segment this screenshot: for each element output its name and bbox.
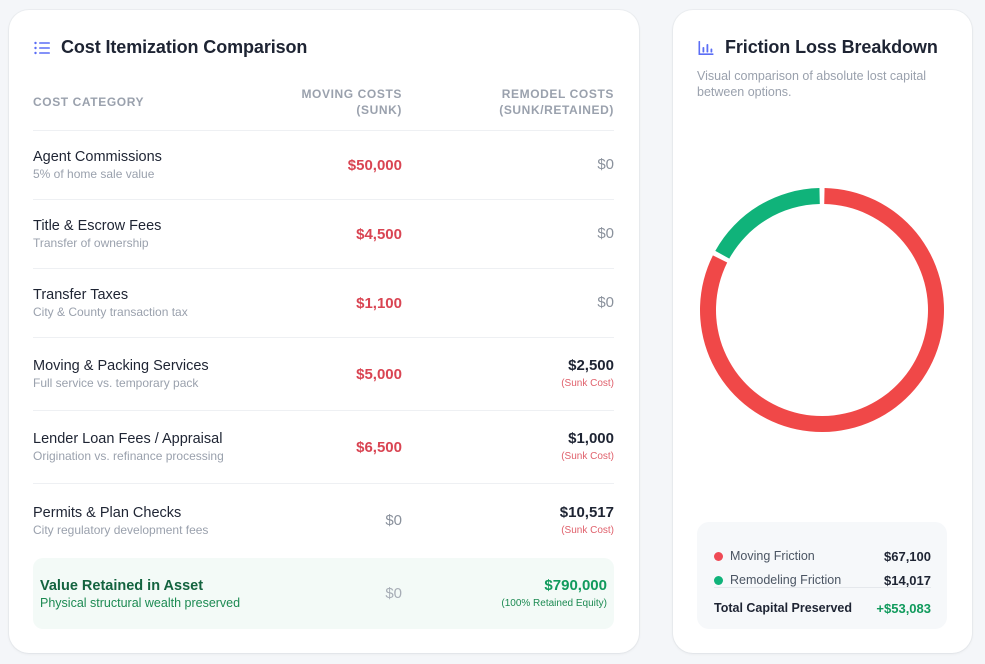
retained-moving-cost: $0 <box>385 585 402 602</box>
friction-loss-card: Friction Loss Breakdown Visual compariso… <box>673 10 972 653</box>
cost-itemization-header: Cost Itemization Comparison <box>33 37 307 58</box>
friction-donut-chart <box>700 188 944 432</box>
row-remodel-cost: $0 <box>597 294 614 311</box>
bar-chart-icon <box>697 39 715 57</box>
row-remodel-cost: $0 <box>597 156 614 173</box>
list-icon <box>33 39 51 57</box>
retained-category-sub: Physical structural wealth preserved <box>40 595 241 610</box>
row-remodel-note: (Sunk Cost) <box>561 378 614 389</box>
total-value: +$53,083 <box>876 600 931 616</box>
table-row: Agent Commissions 5% of home sale value $… <box>33 131 614 200</box>
legend-item-remodel: Remodeling Friction $14,017 <box>714 570 931 590</box>
row-category-sub: Origination vs. refinance processing <box>33 449 224 463</box>
moving-dot-icon <box>714 551 723 561</box>
legend-total: Total Capital Preserved +$53,083 <box>714 598 931 618</box>
legend-value: $67,100 <box>884 548 931 564</box>
legend-value: $14,017 <box>884 572 931 588</box>
row-category-name: Lender Loan Fees / Appraisal <box>33 431 223 447</box>
cost-itemization-card: Cost Itemization Comparison COST CATEGOR… <box>9 10 639 653</box>
row-moving-cost: $6,500 <box>356 438 402 456</box>
column-header-moving-line2: (SUNK) <box>356 103 402 117</box>
row-remodel-cost: $1,000 <box>568 430 614 447</box>
retained-remodel-note: (100% Retained Equity) <box>501 597 607 609</box>
row-category-name: Permits & Plan Checks <box>33 504 182 521</box>
row-remodel-cost: $2,500 <box>568 357 614 374</box>
table-row: Permits & Plan Checks City regulatory dev… <box>33 484 614 557</box>
table-row: Moving & Packing Services Full service vs… <box>33 338 614 411</box>
row-moving-cost: $50,000 <box>347 156 402 174</box>
row-category-sub: City & County transaction tax <box>33 305 188 319</box>
row-category-name: Moving & Packing Services <box>33 358 209 374</box>
chart-subtitle: Visual comparison of absolute lost capit… <box>697 69 927 99</box>
column-header-category: COST CATEGORY <box>33 95 145 109</box>
remodel-dot-icon <box>714 575 723 585</box>
column-header-remodel: REMODEL COSTS (SUNK/RETAINED) <box>499 86 614 118</box>
row-remodel-note: (Sunk Cost) <box>561 524 614 536</box>
row-moving-cost: $1,100 <box>356 294 402 312</box>
card-title: Cost Itemization Comparison <box>61 37 308 57</box>
row-remodel-note: (Sunk Cost) <box>561 451 614 462</box>
retained-category-name: Value Retained in Asset <box>40 577 204 594</box>
card-title: Friction Loss Breakdown <box>725 37 938 57</box>
friction-loss-header: Friction Loss Breakdown <box>697 37 938 58</box>
legend-item-moving: Moving Friction $67,100 <box>714 546 931 566</box>
row-category-sub: Full service vs. temporary pack <box>33 376 199 390</box>
chart-legend: Moving Friction $67,100 Remodeling Frict… <box>697 522 947 629</box>
column-header-remodel-line1: REMODEL COSTS <box>501 87 614 101</box>
row-moving-cost: $5,000 <box>356 365 402 383</box>
column-header-moving: MOVING COSTS (SUNK) <box>301 86 402 118</box>
table-row: Title & Escrow Fees Transfer of ownership… <box>33 200 614 269</box>
legend-label: Moving Friction <box>730 549 815 563</box>
header-divider <box>33 130 614 131</box>
row-remodel-cost: $10,517 <box>559 503 614 521</box>
column-header-remodel-line2: (SUNK/RETAINED) <box>499 103 614 117</box>
value-retained-row: Value Retained in Asset Physical structur… <box>33 558 614 629</box>
row-moving-cost: $4,500 <box>356 225 402 243</box>
legend-divider <box>714 587 931 588</box>
row-category-sub: 5% of home sale value <box>33 167 155 181</box>
legend-label: Remodeling Friction <box>730 573 842 587</box>
row-remodel-cost: $0 <box>597 225 614 242</box>
row-category-name: Agent Commissions <box>33 149 162 165</box>
column-header-moving-line1: MOVING COSTS <box>301 87 402 101</box>
row-moving-cost: $0 <box>385 512 402 529</box>
row-category-sub: City regulatory development fees <box>33 522 209 537</box>
row-category-name: Title & Escrow Fees <box>33 218 162 234</box>
row-category-name: Transfer Taxes <box>33 287 129 303</box>
retained-remodel-value: $790,000 <box>544 576 607 594</box>
total-label: Total Capital Preserved <box>714 601 853 615</box>
donut-slice-remodeling-friction <box>715 188 820 259</box>
table-row: Transfer Taxes City & County transaction … <box>33 269 614 338</box>
row-category-sub: Transfer of ownership <box>33 236 149 250</box>
table-row: Lender Loan Fees / Appraisal Origination … <box>33 411 614 484</box>
